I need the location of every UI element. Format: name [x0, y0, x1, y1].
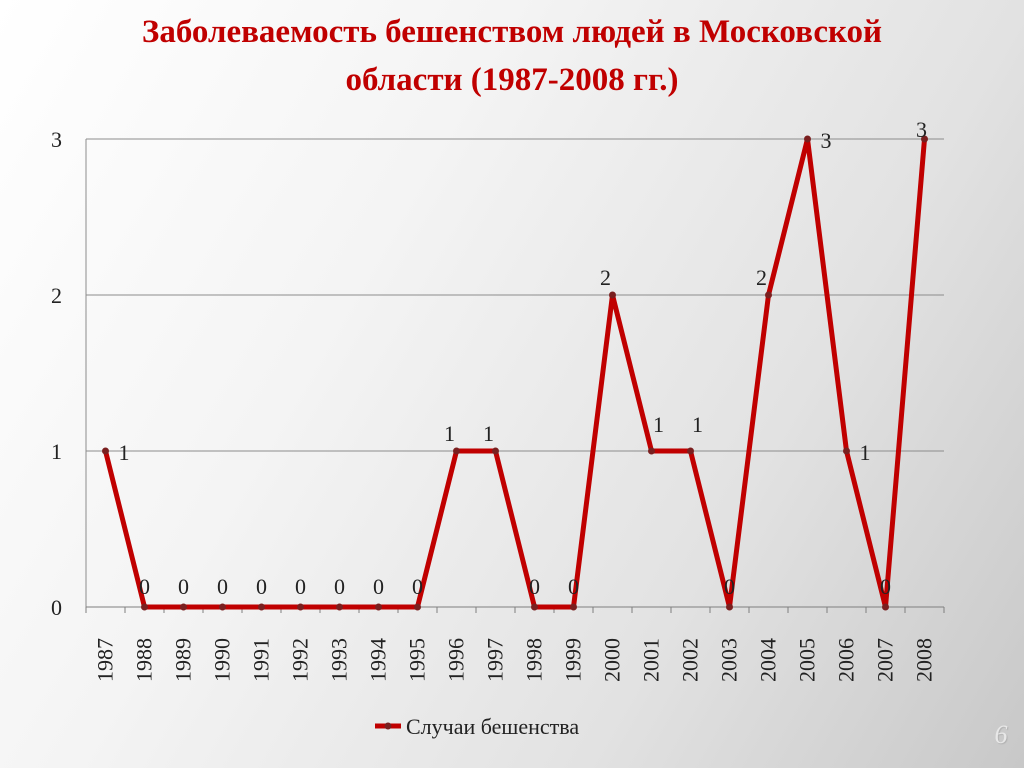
data-label: 0 [295, 574, 306, 599]
data-point [180, 603, 187, 611]
data-point [414, 603, 421, 611]
y-tick-label: 1 [51, 439, 62, 464]
data-point [492, 447, 499, 455]
data-label: 3 [916, 117, 927, 142]
data-label: 0 [529, 574, 540, 599]
data-label: 2 [600, 265, 611, 290]
data-point [453, 447, 460, 455]
data-point [765, 291, 772, 299]
data-point [882, 603, 889, 611]
x-tick-label: 2004 [756, 638, 781, 682]
legend-label: Случаи бешенства [406, 714, 579, 739]
data-label: 1 [119, 440, 130, 465]
data-point [531, 603, 538, 611]
x-tick-label: 1997 [483, 638, 508, 682]
data-label: 1 [444, 421, 455, 446]
x-tick-label: 2002 [678, 638, 703, 682]
data-point [570, 603, 577, 611]
data-label: 0 [217, 574, 228, 599]
data-label: 1 [483, 421, 494, 446]
x-tick-label: 1989 [171, 638, 196, 682]
data-label: 0 [256, 574, 267, 599]
x-tick-label: 1987 [93, 638, 118, 682]
x-tick-label: 2003 [717, 638, 742, 682]
x-tick-label: 1988 [132, 638, 157, 682]
data-point [843, 447, 850, 455]
x-tick-label: 1994 [366, 638, 391, 682]
data-point [804, 135, 811, 143]
data-point [102, 447, 109, 455]
x-tick-label: 2005 [795, 638, 820, 682]
x-tick-label: 2006 [834, 638, 859, 682]
data-point [375, 603, 382, 611]
data-label: 0 [334, 574, 345, 599]
data-point [648, 447, 655, 455]
x-tick-label: 1998 [522, 638, 547, 682]
data-point [336, 603, 343, 611]
data-point [219, 603, 226, 611]
data-label: 0 [139, 574, 150, 599]
slide-number: 6 [994, 720, 1008, 749]
x-tick-label: 2008 [912, 638, 937, 682]
data-point [297, 603, 304, 611]
data-label: 1 [860, 440, 871, 465]
data-point [258, 603, 265, 611]
data-label: 2 [756, 265, 767, 290]
data-label: 0 [880, 574, 891, 599]
x-tick-label: 2007 [873, 638, 898, 682]
x-tick-label: 1992 [288, 638, 313, 682]
data-label: 0 [178, 574, 189, 599]
data-label: 0 [724, 574, 735, 599]
data-label: 0 [412, 574, 423, 599]
x-tick-label: 2000 [600, 638, 625, 682]
x-tick-label: 2001 [639, 638, 664, 682]
data-label: 0 [373, 574, 384, 599]
x-tick-label: 1991 [249, 638, 274, 682]
title-line-1: Заболеваемость бешенством людей в Москов… [141, 14, 883, 50]
y-tick-label: 3 [51, 127, 62, 152]
x-tick-label: 1999 [561, 638, 586, 682]
data-point [921, 135, 928, 143]
data-point [687, 447, 694, 455]
x-tick-label: 1996 [444, 638, 469, 682]
data-label: 1 [692, 412, 703, 437]
series-line [103, 136, 927, 610]
x-tick-label: 1993 [327, 638, 352, 682]
data-point [726, 603, 733, 611]
data-label: 0 [568, 574, 579, 599]
data-label: 1 [653, 412, 664, 437]
title-line-2: области (1987-2008 гг.) [345, 62, 679, 98]
x-tick-label: 1990 [210, 638, 235, 682]
y-tick-label: 2 [51, 283, 62, 308]
slide-title: Заболеваемость бешенством людей в Москов… [0, 8, 1024, 104]
x-tick-label: 1995 [405, 638, 430, 682]
data-point [141, 603, 148, 611]
data-point [609, 291, 616, 299]
data-label: 3 [821, 128, 832, 153]
legend-swatch-marker [384, 722, 392, 730]
y-tick-label: 0 [51, 595, 62, 620]
